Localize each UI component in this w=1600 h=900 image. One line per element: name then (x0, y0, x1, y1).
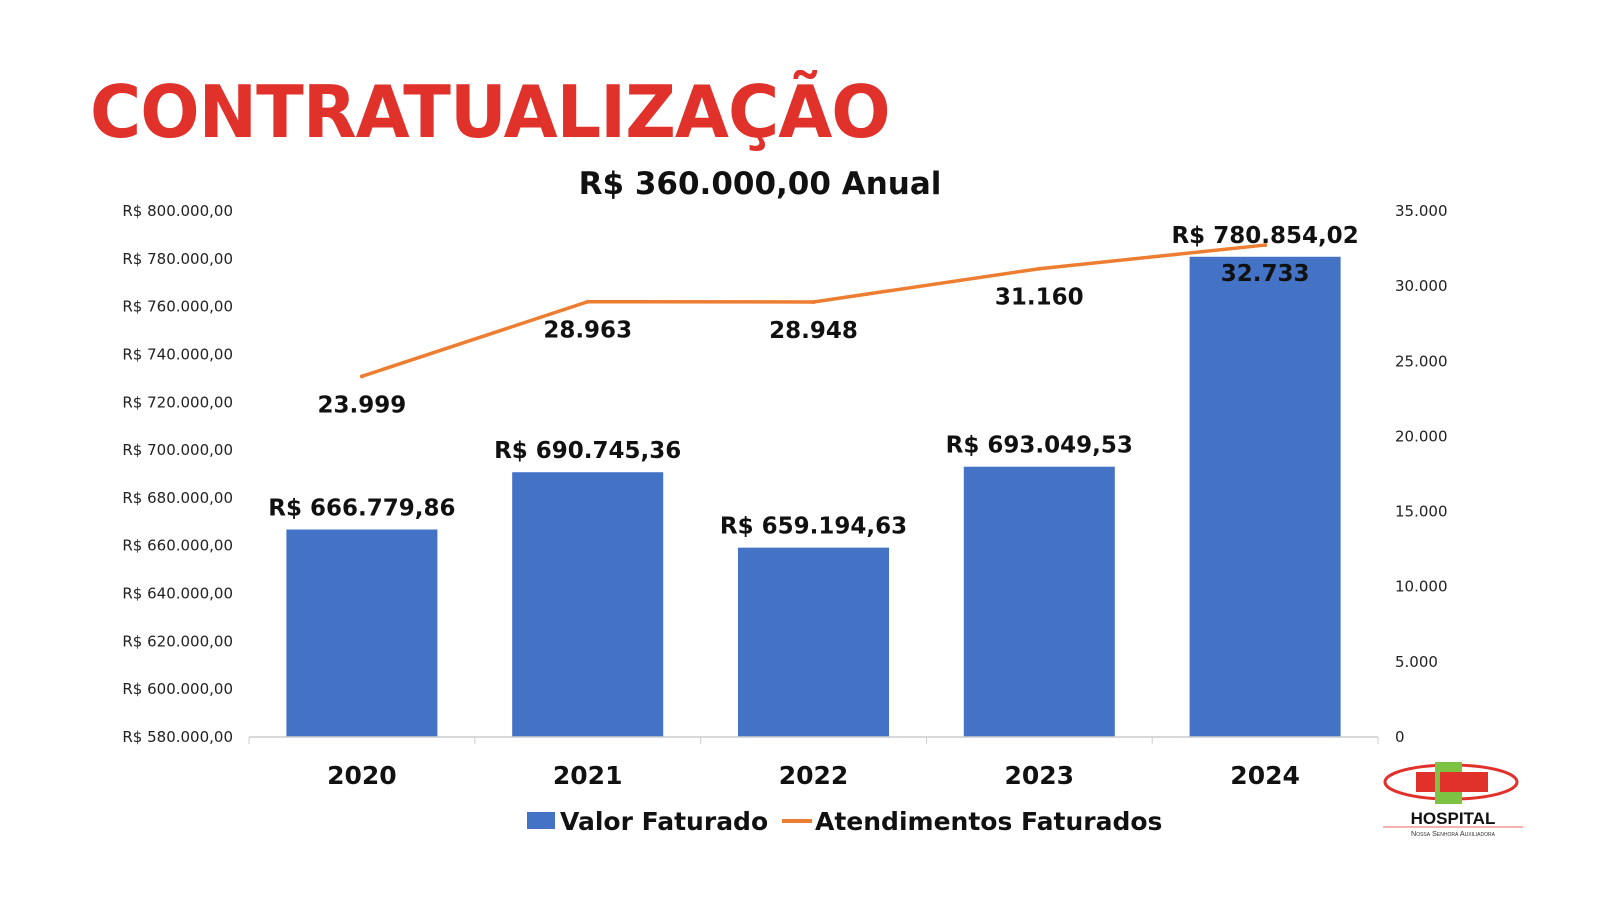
left-axis-tick: R$ 780.000,00 (122, 250, 233, 268)
line-point[interactable] (359, 374, 364, 379)
line-data-label: 32.733 (1221, 261, 1310, 287)
legend: Valor Faturado Atendimentos Faturados (527, 807, 1162, 836)
bar-data-label: R$ 690.745,36 (494, 438, 681, 464)
legend-label-line[interactable]: Atendimentos Faturados (815, 807, 1162, 836)
line-atendimentos (361, 243, 1266, 378)
left-axis-tick: R$ 760.000,00 (122, 298, 233, 316)
logo-text: HOSPITAL (1411, 809, 1496, 828)
legend-swatch-bar (527, 812, 555, 829)
line-data-label: 23.999 (318, 392, 407, 418)
logo-subtitle: Nossa Senhora Auxiliadora (1411, 829, 1496, 838)
x-axis-label: 2022 (779, 761, 849, 790)
right-axis-tick: 30.000 (1395, 277, 1448, 295)
right-axis-tick: 0 (1395, 728, 1405, 746)
line-point[interactable] (811, 299, 816, 304)
x-axis-label: 2020 (327, 761, 397, 790)
page-title: CONTRATUALIZAÇÃO (90, 70, 891, 154)
left-axis: R$ 580.000,00 R$ 600.000,00 R$ 620.000,00 R… (122, 202, 233, 746)
left-axis-tick: R$ 600.000,00 (122, 680, 233, 698)
bar-data-label: R$ 659.194,63 (720, 514, 907, 540)
left-axis-tick: R$ 700.000,00 (122, 441, 233, 459)
left-axis-tick: R$ 620.000,00 (122, 632, 233, 650)
bar-data-label: R$ 666.779,86 (268, 496, 455, 522)
line-data-label: 28.948 (769, 318, 858, 344)
right-axis-tick: 35.000 (1395, 202, 1448, 220)
bar-2020[interactable] (286, 529, 438, 737)
line-data-label: 28.963 (543, 318, 632, 344)
right-axis-tick: 15.000 (1395, 503, 1448, 521)
line-point[interactable] (1263, 243, 1268, 248)
right-axis-tick: 20.000 (1395, 427, 1448, 445)
left-axis-tick: R$ 660.000,00 (122, 537, 233, 555)
legend-label-bar[interactable]: Valor Faturado (560, 807, 768, 836)
left-axis-tick: R$ 800.000,00 (122, 202, 233, 220)
x-axis-label: 2021 (553, 761, 623, 790)
left-axis-tick: R$ 740.000,00 (122, 345, 233, 363)
x-axis-label: 2024 (1230, 761, 1300, 790)
x-axis-label: 2023 (1005, 761, 1075, 790)
left-axis-tick: R$ 580.000,00 (122, 728, 233, 746)
line-data-label: 31.160 (995, 285, 1084, 311)
x-axis: 2020 2021 2022 2023 2024 (248, 736, 1379, 790)
bars: R$ 666.779,86 R$ 690.745,36 R$ 659.194,63 R… (268, 223, 1359, 737)
line-point[interactable] (1037, 266, 1042, 271)
bar-2022[interactable] (738, 547, 889, 737)
bar-data-label: R$ 693.049,53 (946, 433, 1133, 459)
bar-2021[interactable] (512, 472, 664, 737)
right-axis-tick: 25.000 (1395, 352, 1448, 370)
hospital-logo: HOSPITAL Nossa Senhora Auxiliadora (1383, 762, 1523, 838)
left-axis-tick: R$ 720.000,00 (122, 393, 233, 411)
right-axis: 0 5.000 10.000 15.000 20.000 25.000 30.000 35.0… (1395, 202, 1448, 746)
bar-2024[interactable] (1189, 256, 1341, 737)
left-axis-tick: R$ 680.000,00 (122, 489, 233, 507)
chart-title: R$ 360.000,00 Anual (579, 166, 942, 202)
bar-2023[interactable] (963, 466, 1115, 737)
right-axis-tick: 10.000 (1395, 578, 1448, 596)
line-point[interactable] (585, 299, 590, 304)
right-axis-tick: 5.000 (1395, 653, 1438, 671)
line-series: 23.999 28.963 28.948 31.160 32.733 (318, 243, 1310, 418)
left-axis-tick: R$ 640.000,00 (122, 585, 233, 603)
